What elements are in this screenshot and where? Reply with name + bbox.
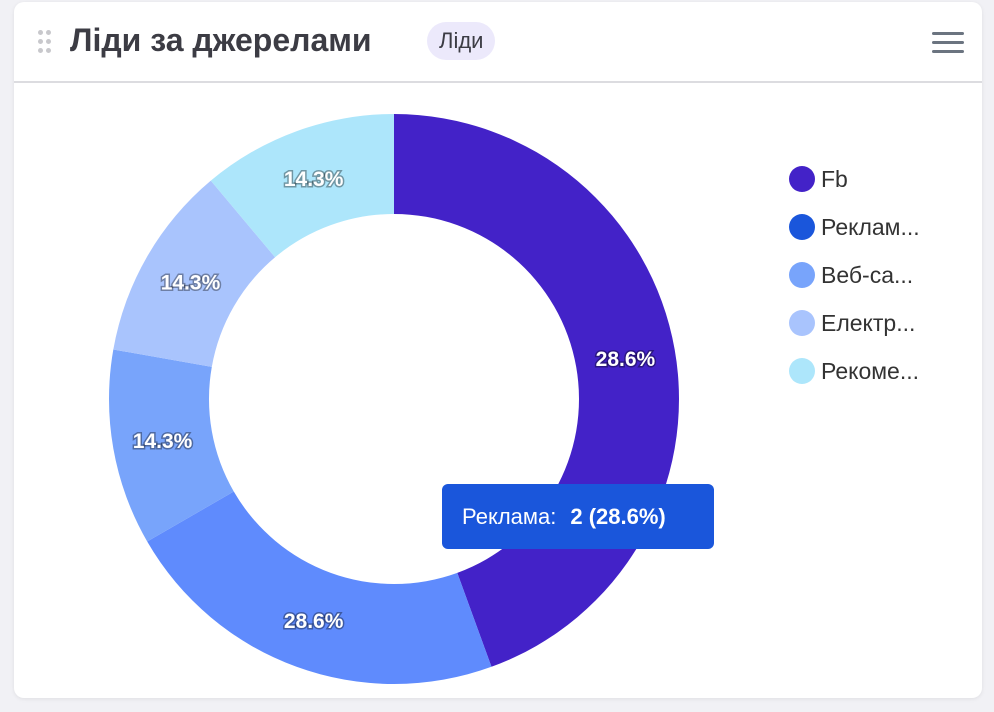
data-label: 28.6% [284, 610, 344, 633]
donut-slice-4[interactable] [210, 114, 394, 258]
data-label: 28.6% [596, 348, 656, 371]
legend-item[interactable]: Рекоме... [789, 347, 920, 395]
legend-label: Рекоме... [821, 357, 920, 384]
tooltip-value: 2 (28.6%) [570, 504, 666, 529]
legend-item[interactable]: Реклам... [789, 203, 920, 251]
legend-item[interactable]: Fb [789, 155, 920, 203]
chart-legend: Fb Реклам... Веб-са... Електр... Рекоме... [789, 155, 920, 395]
legend-dot-icon [789, 358, 815, 384]
donut-slice-2[interactable] [108, 349, 234, 542]
donut-slice-1[interactable] [147, 491, 492, 685]
legend-dot-icon [789, 310, 815, 336]
legend-dot-icon [789, 166, 815, 192]
legend-item[interactable]: Веб-са... [789, 251, 920, 299]
legend-item[interactable]: Електр... [789, 299, 920, 347]
legend-label: Реклам... [821, 213, 920, 240]
legend-label: Веб-са... [821, 261, 914, 288]
data-label: 14.3% [284, 168, 344, 191]
drag-handle-icon[interactable] [38, 30, 52, 54]
tooltip-label: Реклама: [462, 504, 557, 529]
category-badge: Ліди [427, 22, 496, 60]
legend-dot-icon [789, 262, 815, 288]
donut-slice-3[interactable] [113, 180, 276, 367]
data-label: 14.3% [161, 272, 221, 295]
data-label: 14.3% [133, 430, 193, 453]
chart-tooltip: Реклама: 2 (28.6%) [442, 484, 714, 549]
legend-dot-icon [789, 214, 815, 240]
legend-label: Електр... [821, 309, 916, 336]
menu-icon[interactable] [932, 32, 964, 54]
legend-label: Fb [821, 165, 848, 192]
card-header: Ліди за джерелами Ліди [14, 2, 982, 83]
chart-title: Ліди за джерелами [70, 22, 372, 58]
